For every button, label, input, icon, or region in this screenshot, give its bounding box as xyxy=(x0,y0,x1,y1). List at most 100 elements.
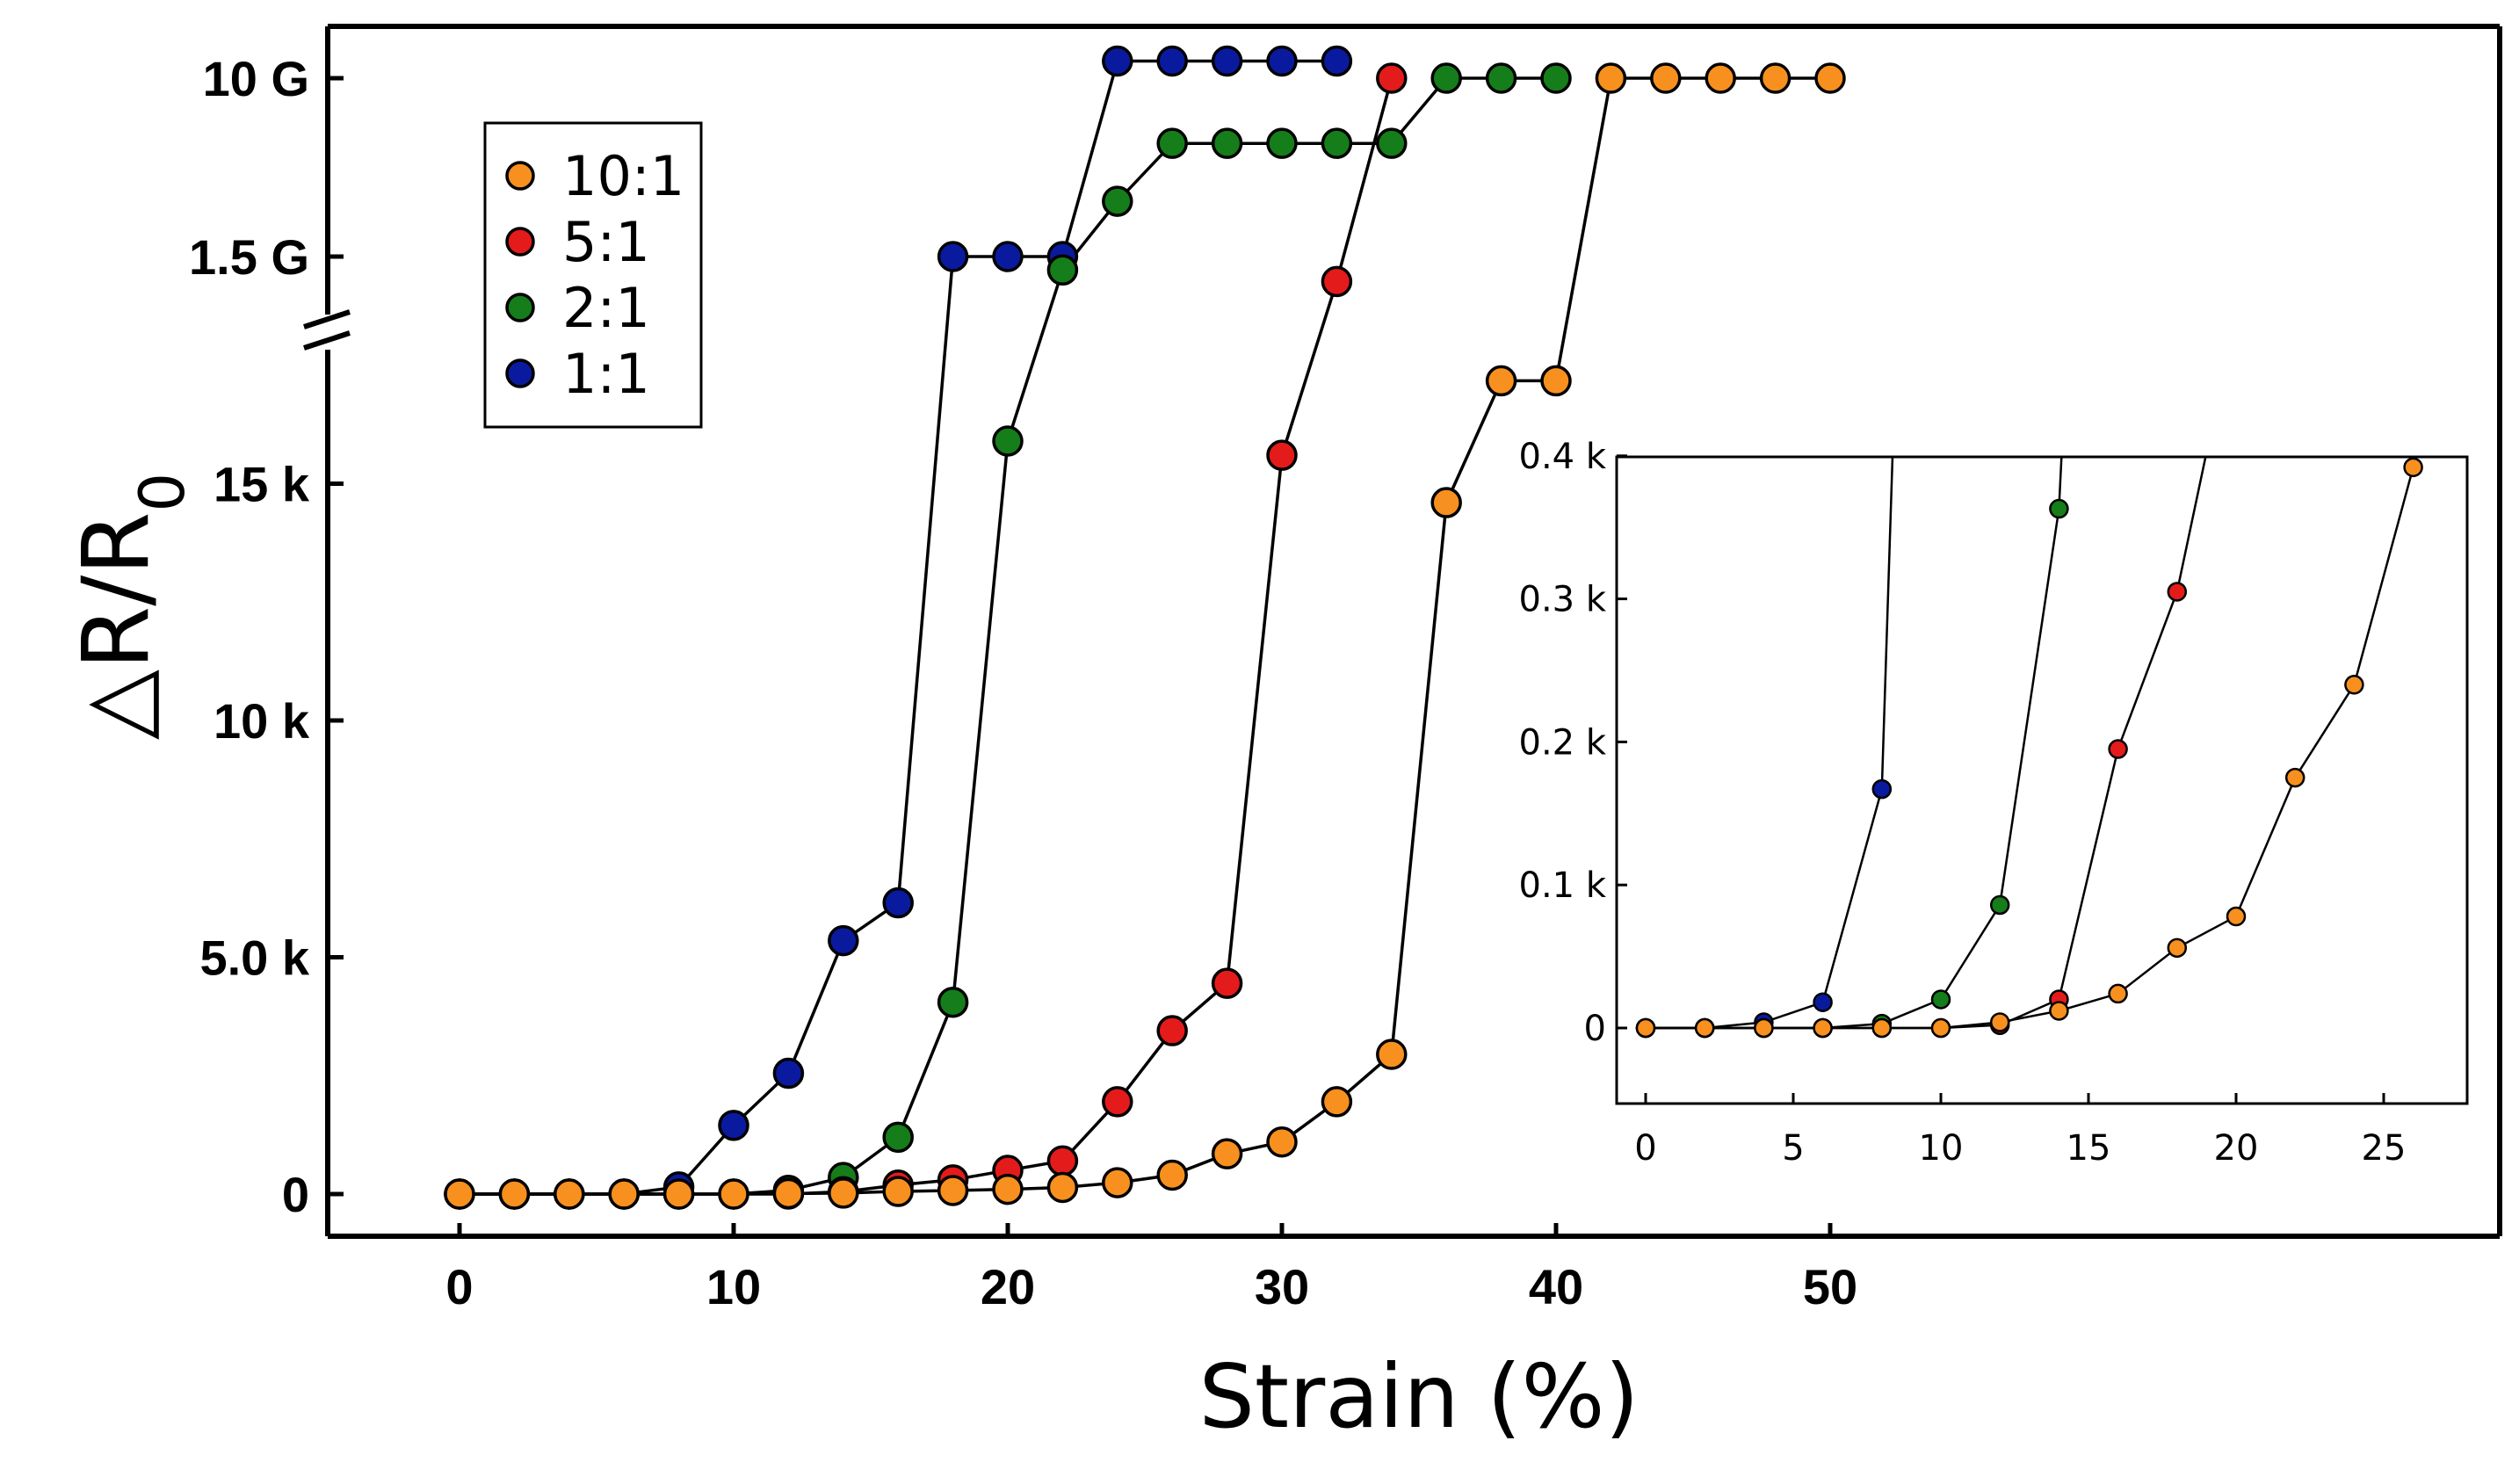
main-data-point xyxy=(1540,62,1572,94)
main-data-point xyxy=(1485,365,1517,397)
main-data-point xyxy=(772,1057,805,1089)
main-y-tick-label: 0 xyxy=(282,1167,309,1222)
main-data-point xyxy=(1046,254,1079,286)
main-data-point xyxy=(1102,185,1133,217)
main-data-point xyxy=(1376,62,1408,94)
inset-data-point xyxy=(2108,983,2128,1004)
main-data-point xyxy=(882,887,914,919)
main-data-point xyxy=(1430,487,1462,518)
main-data-point xyxy=(992,241,1024,272)
main-data-point xyxy=(1540,365,1572,397)
main-data-point xyxy=(828,924,859,957)
inset-data-point xyxy=(2344,675,2364,695)
main-data-point xyxy=(1211,127,1243,159)
inset-y-tick-label: 0.2 k xyxy=(1519,722,1607,763)
inset-data-point xyxy=(1813,992,1833,1012)
inset-ticks: 0 5 10 15 20 25 0 0.1 k 0.2 k 0.3 k 0.4 k xyxy=(1519,437,2407,1169)
legend-label: 10:1 xyxy=(562,144,684,208)
legend-marker xyxy=(505,358,535,388)
main-data-point xyxy=(718,1110,749,1141)
main-data-point xyxy=(1102,45,1133,77)
main-data-point xyxy=(1759,62,1792,94)
main-data-point xyxy=(1814,62,1846,94)
axis-break-mark xyxy=(303,309,351,351)
main-data-point xyxy=(718,1178,749,1210)
legend-label: 1:1 xyxy=(562,342,650,406)
main-data-point xyxy=(992,425,1024,457)
main-data-point xyxy=(1650,62,1682,94)
y-axis-title: △R/R0 xyxy=(62,473,199,740)
main-data-point xyxy=(1321,265,1353,298)
inset-data-point xyxy=(2049,1001,2069,1021)
x-axis-title: Strain (%) xyxy=(1198,1345,1639,1448)
main-data-point xyxy=(992,1173,1024,1205)
inset-data-point xyxy=(1871,1017,1893,1039)
main-data-point xyxy=(882,1176,914,1207)
main-data-point xyxy=(828,1177,859,1209)
inset-plot: 0 5 10 15 20 25 0 0.1 k 0.2 k 0.3 k 0.4 k xyxy=(1519,437,2469,1169)
y-axis-title-subscript: 0 xyxy=(127,473,199,512)
legend-marker xyxy=(505,227,535,257)
main-y-tick-label: 10 k xyxy=(214,693,310,749)
main-data-point xyxy=(1156,1159,1188,1191)
main-data-point xyxy=(1321,1086,1353,1118)
main-data-point xyxy=(1266,127,1298,159)
main-data-point xyxy=(772,1177,805,1210)
main-y-tick-label: 5.0 k xyxy=(199,930,309,986)
main-y-tick-label: 15 k xyxy=(214,457,310,512)
inset-frame xyxy=(1615,455,2469,1105)
legend: 10:15:12:11:1 xyxy=(483,121,703,429)
main-data-point xyxy=(1376,1039,1408,1070)
inset-x-tick-label: 20 xyxy=(2214,1128,2259,1169)
main-data-point xyxy=(1376,127,1408,159)
main-data-point xyxy=(1211,1138,1243,1169)
main-x-tick-label: 50 xyxy=(1803,1259,1857,1314)
inset-x-tick-label: 5 xyxy=(1782,1128,1804,1169)
inset-series-points xyxy=(1635,457,2423,1039)
main-data-point xyxy=(608,1178,640,1210)
main-data-point xyxy=(1321,127,1353,159)
main-data-point xyxy=(1266,45,1298,77)
main-data-point xyxy=(1102,1167,1133,1198)
inset-data-point xyxy=(2167,582,2188,602)
main-data-point xyxy=(498,1178,531,1210)
inset-y-tick-label: 0.4 k xyxy=(1519,437,1607,477)
main-data-point xyxy=(662,1178,695,1210)
inset-data-point xyxy=(1694,1017,1715,1039)
inset-data-point xyxy=(2049,498,2069,519)
main-data-point xyxy=(1156,1015,1188,1046)
main-data-point xyxy=(1266,1126,1298,1158)
main-data-point xyxy=(1211,967,1243,999)
legend-marker xyxy=(505,161,535,191)
inset-x-tick-label: 15 xyxy=(2067,1128,2111,1169)
main-data-point xyxy=(1595,62,1627,94)
inset-data-point xyxy=(1754,1017,1774,1039)
main-data-point xyxy=(1321,45,1353,77)
inset-data-point xyxy=(1635,1017,1656,1039)
y-axis-title-main: △R/R xyxy=(62,512,170,741)
inset-y-tick-label: 0 xyxy=(1584,1009,1606,1049)
inset-data-point xyxy=(1813,1017,1833,1039)
inset-y-tick-label: 0.1 k xyxy=(1519,865,1607,906)
legend-label: 5:1 xyxy=(562,210,650,274)
main-data-point xyxy=(1156,45,1188,77)
inset-data-point xyxy=(1871,778,1893,800)
inset-x-tick-label: 0 xyxy=(1634,1128,1656,1169)
inset-data-point xyxy=(1930,1017,1951,1039)
main-data-point xyxy=(937,986,969,1018)
main-data-point xyxy=(1266,439,1298,471)
inset-data-point xyxy=(1930,989,1951,1010)
main-data-point xyxy=(1485,62,1517,94)
main-y-tick-label: 10 G xyxy=(203,51,309,106)
main-data-point xyxy=(882,1121,914,1154)
inset-y-tick-label: 0.3 k xyxy=(1519,580,1607,620)
main-x-tick-label: 0 xyxy=(445,1259,473,1314)
legend-label: 2:1 xyxy=(562,276,650,340)
inset-data-point xyxy=(2108,739,2128,759)
main-data-point xyxy=(1046,1145,1079,1177)
main-data-point xyxy=(937,1175,969,1206)
main-x-tick-label: 30 xyxy=(1255,1259,1309,1314)
inset-x-tick-label: 25 xyxy=(2362,1128,2407,1169)
main-data-point xyxy=(937,241,969,272)
